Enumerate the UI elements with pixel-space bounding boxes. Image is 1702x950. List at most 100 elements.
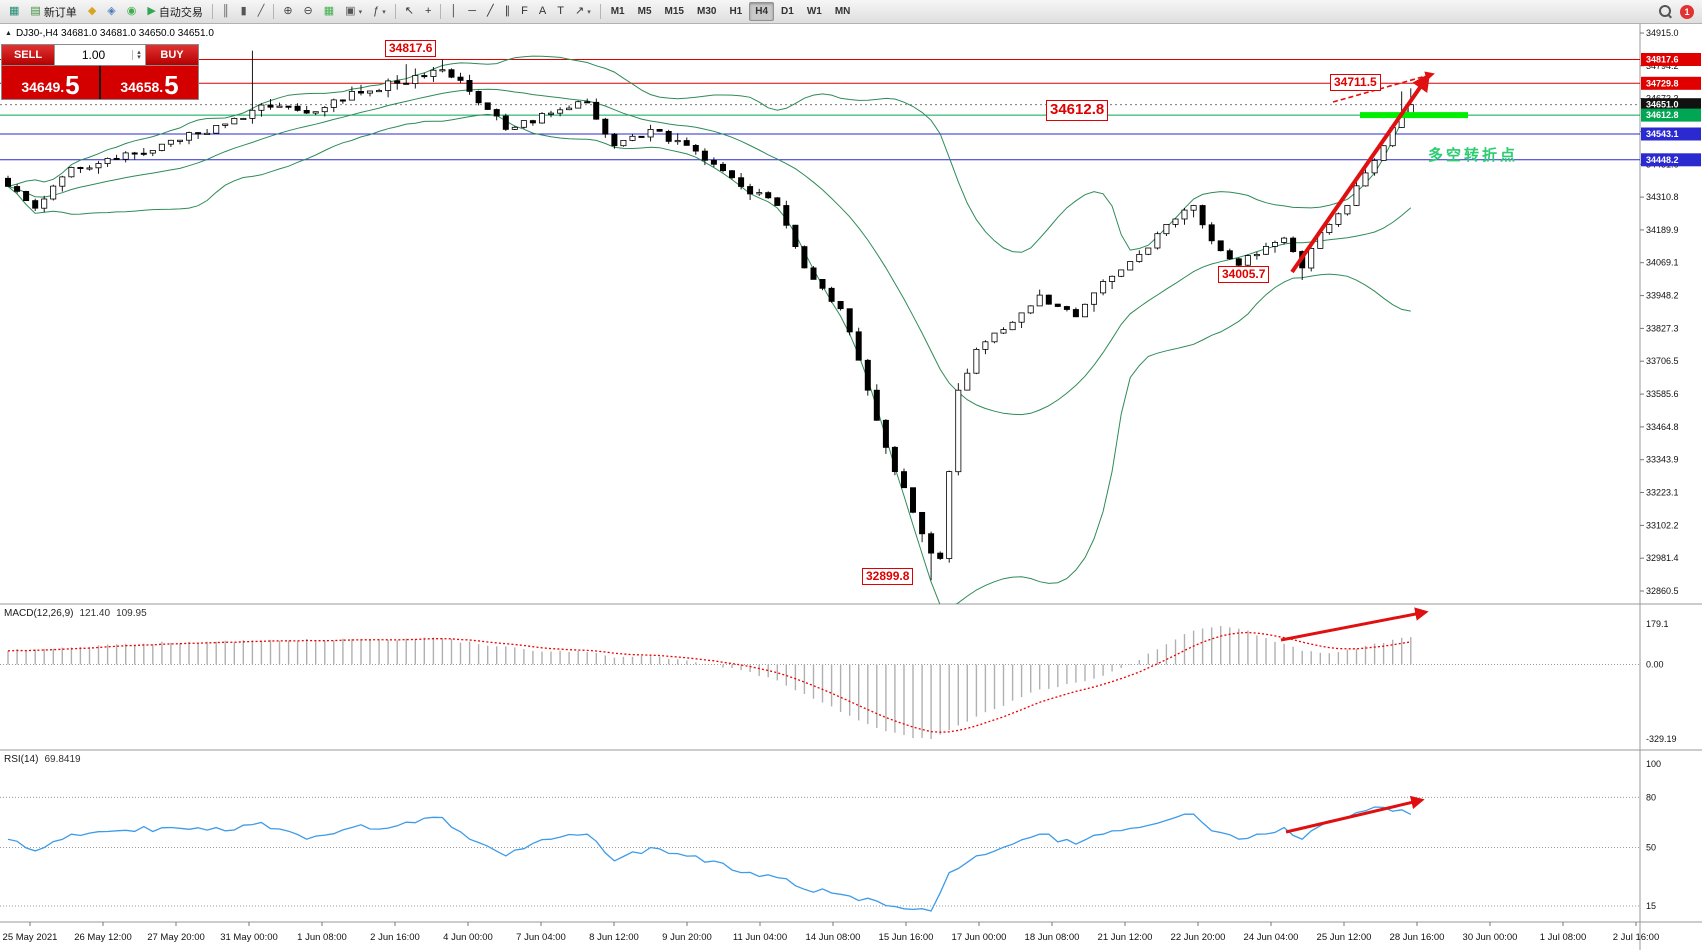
buy-button[interactable]: BUY (146, 45, 198, 65)
autotrading-button[interactable]: ▶ 自动交易 (142, 2, 207, 22)
bar-chart-icon[interactable]: ║ (217, 2, 235, 22)
new-order-button-label: 新订单 (43, 6, 77, 19)
svg-text:34189.9: 34189.9 (1646, 225, 1679, 235)
candlestick-chart-icon: ▮ (240, 5, 247, 17)
svg-text:33585.6: 33585.6 (1646, 389, 1679, 399)
svg-text:80: 80 (1646, 792, 1656, 802)
indicators-icon[interactable]: ƒ ▾ (368, 2, 391, 22)
volume-field[interactable]: 1.00 ▴ ▾ (54, 45, 146, 65)
buy-price[interactable]: 34658. 5 (101, 66, 198, 99)
toolbar-separator (599, 4, 601, 19)
timeframe-W1[interactable]: W1 (806, 6, 822, 17)
arrows-icon[interactable]: ↗ ▾ (570, 2, 596, 22)
buy-price-big-digit: 5 (164, 70, 179, 100)
notification-badge[interactable]: 1 (1680, 4, 1694, 19)
svg-text:15 Jun 16:00: 15 Jun 16:00 (879, 932, 934, 943)
timeframe-M30[interactable]: M30 (696, 6, 717, 17)
data-window-icon[interactable]: ◈ (102, 2, 120, 22)
data-window-icon: ◈ (107, 5, 116, 17)
toolbar-separator (273, 4, 275, 19)
timeframe-M5[interactable]: M5 (637, 6, 652, 17)
new-order-button[interactable]: ▤ 新订单 (25, 2, 81, 22)
cursor-icon[interactable]: ↖ (400, 2, 419, 22)
rsi-pane: 100 80 50 15 (0, 759, 1661, 912)
svg-text:33102.2: 33102.2 (1646, 520, 1679, 530)
toolbar-right: 1 (1659, 4, 1698, 19)
pane-separators (0, 24, 1702, 950)
tile-windows-icon[interactable]: ▦ (319, 2, 339, 22)
svg-text:7 Jun 04:00: 7 Jun 04:00 (516, 932, 566, 943)
macd-pane: 179.1 0.00 -329.19 (0, 619, 1677, 744)
main-toolbar: ▦ ▤ 新订单 ◆ ◈ ◉ ▶ 自动交易 ║ ▮ ╱ ⊕ ⊖ ▦ ▣ ▾ ƒ ▾ ↖ + │ ─ ╱ ∥ F A T ↗ ▾ M1 M5 M… (0, 0, 1702, 24)
highlight-segment (1360, 112, 1468, 119)
timeframe-D1[interactable]: D1 (781, 6, 794, 17)
volume-value[interactable]: 1.00 (81, 48, 106, 62)
buy-price-prefix: 34658. (120, 79, 164, 95)
search-icon[interactable] (1659, 5, 1672, 18)
timeframe-H4[interactable]: H4 (749, 2, 775, 21)
toolbar-separator (211, 4, 213, 19)
spinner-down-icon[interactable]: ▾ (137, 54, 141, 61)
chart-region[interactable]: 34915.034794.234673.334552.534431.634310… (0, 24, 1702, 950)
bollinger-bands (7, 55, 1412, 604)
svg-text:8 Jun 12:00: 8 Jun 12:00 (589, 932, 639, 943)
svg-text:33464.8: 33464.8 (1646, 422, 1679, 432)
timeframe-MN[interactable]: MN (834, 6, 851, 17)
svg-text:34069.1: 34069.1 (1646, 258, 1679, 268)
crosshair-icon[interactable]: + (420, 2, 436, 22)
svg-text:22 Jun 20:00: 22 Jun 20:00 (1171, 932, 1226, 943)
svg-text:34612.8: 34612.8 (1646, 110, 1679, 120)
autotrading-button-label: 自动交易 (158, 6, 203, 19)
volume-spinner[interactable]: ▴ ▾ (132, 49, 145, 61)
svg-text:26 May 12:00: 26 May 12:00 (74, 932, 132, 943)
price-badge-34612.8: 34612.8 (1641, 108, 1701, 122)
svg-text:100: 100 (1646, 759, 1661, 769)
svg-text:179.1: 179.1 (1646, 619, 1669, 629)
spinner-up-icon[interactable]: ▴ (137, 49, 141, 56)
timeframe-M15[interactable]: M15 (664, 6, 684, 17)
toolbar-separator (394, 4, 396, 19)
sell-button[interactable]: SELL (2, 45, 54, 65)
candlestick-chart-icon[interactable]: ▮ (236, 2, 252, 22)
price-badge-34729.8: 34729.8 (1641, 76, 1701, 90)
fibonacci-icon: F (521, 5, 528, 17)
svg-text:28 Jun 16:00: 28 Jun 16:00 (1390, 932, 1445, 943)
label-icon[interactable]: T (552, 2, 569, 22)
sell-price[interactable]: 34649. 5 (2, 66, 99, 99)
svg-text:34651.0: 34651.0 (1646, 100, 1679, 110)
fibonacci-icon[interactable]: F (516, 2, 533, 22)
timeframe-M1[interactable]: M1 (610, 6, 625, 17)
svg-text:27 May 20:00: 27 May 20:00 (147, 932, 205, 943)
channel-icon: ∥ (504, 5, 511, 17)
chart-canvas[interactable]: 34915.034794.234673.334552.534431.634310… (0, 24, 1702, 950)
cascade-windows-icon[interactable]: ▣ ▾ (340, 2, 367, 22)
svg-text:33343.9: 33343.9 (1646, 455, 1679, 465)
marketwatch-icon[interactable]: ◆ (83, 2, 101, 22)
svg-text:25 May 2021: 25 May 2021 (3, 932, 58, 943)
terminal-icon: ◉ (126, 5, 137, 17)
tile-windows-icon: ▦ (323, 5, 335, 17)
price-badge-34651.0: 34651.0 (1641, 98, 1701, 112)
zoom-out-icon[interactable]: ⊖ (299, 2, 318, 22)
line-chart-icon[interactable]: ╱ (253, 2, 270, 22)
vertical-line-icon[interactable]: │ (445, 2, 462, 22)
horizontal-line-icon[interactable]: ─ (463, 2, 481, 22)
svg-text:33706.5: 33706.5 (1646, 356, 1679, 366)
svg-text:18 Jun 08:00: 18 Jun 08:00 (1025, 932, 1080, 943)
horizontal-levels (0, 59, 1640, 161)
text-icon: A (538, 5, 547, 17)
svg-text:1 Jul 08:00: 1 Jul 08:00 (1540, 932, 1586, 943)
channel-icon[interactable]: ∥ (500, 2, 516, 22)
zoom-in-icon[interactable]: ⊕ (278, 2, 297, 22)
timeframe-buttons: M1 M5 M15 M30 H1 H4 D1 W1 MN (605, 2, 857, 21)
terminal-icon[interactable]: ◉ (122, 2, 142, 22)
trendline-icon[interactable]: ╱ (482, 2, 499, 22)
time-axis: 25 May 2021 26 May 12:00 27 May 20:00 31 Ma… (3, 922, 1659, 943)
timeframe-H1[interactable]: H1 (729, 6, 743, 17)
text-icon[interactable]: A (534, 2, 551, 22)
svg-text:34448.2: 34448.2 (1646, 155, 1679, 165)
svg-text:33827.3: 33827.3 (1646, 323, 1679, 333)
chart-window-icon[interactable]: ▦ (4, 2, 24, 22)
svg-text:34915.0: 34915.0 (1646, 28, 1679, 38)
chart-window-icon: ▦ (9, 5, 20, 17)
